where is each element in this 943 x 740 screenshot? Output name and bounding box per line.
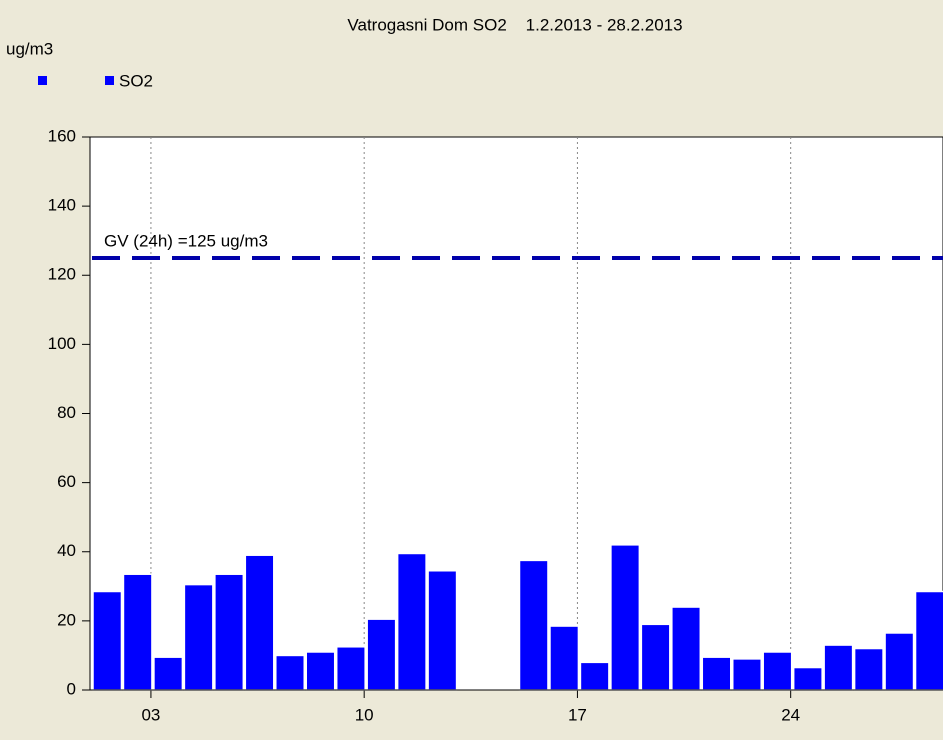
bar [640, 623, 671, 691]
bar [183, 583, 214, 691]
bar [823, 644, 854, 691]
x-tick-label: 24 [781, 705, 800, 724]
y-tick-label: 100 [48, 334, 76, 353]
y-tick-label: 20 [57, 610, 76, 629]
bar [671, 606, 702, 691]
bar [335, 646, 366, 691]
bar [518, 559, 549, 691]
bar [153, 656, 184, 691]
bar [701, 656, 732, 691]
x-tick-label: 03 [141, 705, 160, 724]
y-tick-label: 60 [57, 472, 76, 491]
bar [549, 625, 580, 691]
threshold-label: GV (24h) =125 ug/m3 [104, 231, 268, 250]
bar [92, 590, 123, 691]
bar [275, 654, 305, 691]
y-tick-label: 40 [57, 541, 76, 560]
bar [427, 570, 458, 691]
y-tick-label: 140 [48, 196, 76, 215]
bar [762, 651, 793, 691]
bar [214, 573, 245, 691]
legend-label: SO2 [119, 71, 153, 90]
bar [853, 647, 884, 691]
x-tick-label: 17 [568, 705, 587, 724]
y-tick-label: 120 [48, 265, 76, 284]
bar [396, 552, 427, 691]
bar [610, 544, 641, 691]
bar [366, 618, 397, 691]
x-tick-label: 10 [355, 705, 374, 724]
y-axis-label: ug/m3 [6, 39, 53, 58]
bar [305, 651, 336, 691]
bar [884, 632, 915, 691]
bar [122, 573, 153, 691]
legend-swatch [105, 76, 114, 85]
y-tick-label: 0 [67, 679, 76, 698]
bar [914, 590, 943, 691]
bar [732, 658, 762, 691]
chart-title: Vatrogasni Dom SO2 1.2.2013 - 28.2.2013 [347, 15, 682, 34]
legend-swatch [38, 76, 47, 85]
bar [579, 661, 610, 691]
bar [792, 666, 823, 691]
y-tick-label: 80 [57, 403, 76, 422]
bar [244, 554, 275, 691]
y-tick-label: 160 [48, 126, 76, 145]
